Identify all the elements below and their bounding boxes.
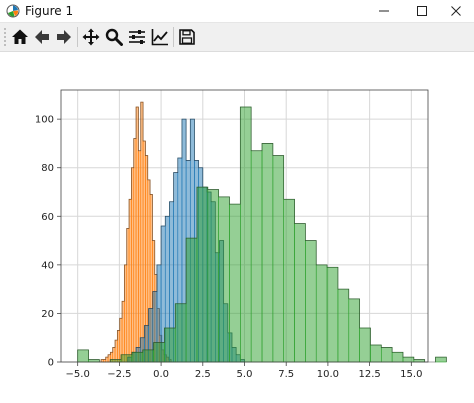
histogram-bar-series-3 — [272, 155, 285, 363]
x-tick-label: 2.5 — [195, 369, 211, 380]
histogram-bar-series-3 — [250, 150, 263, 363]
x-tick-label: −2.5 — [107, 369, 131, 380]
histogram-bar-series-3 — [359, 327, 371, 363]
x-tick-label: 7.5 — [278, 369, 294, 380]
pan-button[interactable] — [80, 25, 102, 49]
minimize-icon — [379, 10, 389, 12]
y-tick-label: 60 — [41, 212, 54, 223]
maximize-button[interactable] — [404, 0, 440, 22]
histogram-outline-series-3 — [77, 106, 447, 363]
search-icon — [105, 28, 123, 46]
line-chart-icon — [151, 29, 168, 46]
x-tick-label: 10.0 — [317, 369, 339, 380]
y-tick-label: 40 — [41, 260, 54, 271]
histogram-bar-series-3 — [229, 203, 241, 363]
y-tick-label: 20 — [41, 309, 54, 320]
close-icon — [451, 6, 461, 16]
navigation-toolbar — [0, 23, 474, 52]
y-tick-label: 80 — [41, 163, 54, 174]
histogram-bar-series-3 — [348, 298, 360, 363]
x-tick-label: 15.0 — [400, 369, 422, 380]
histogram-bar-series-3 — [153, 342, 165, 363]
histogram-bar-series-3 — [240, 106, 252, 363]
histogram-bar-series-3 — [174, 303, 187, 363]
histogram-bar-series-3 — [380, 347, 393, 363]
x-tick-label: −5.0 — [66, 369, 90, 380]
histogram-bar-series-3 — [131, 351, 144, 363]
y-tick-label: 100 — [35, 115, 54, 126]
histogram-bar-series-3 — [402, 356, 415, 363]
histogram-bar-series-3 — [120, 354, 133, 363]
histogram-bar-series-3 — [77, 349, 89, 363]
histogram-bar-series-3 — [185, 237, 198, 363]
histogram-bar-series-3 — [283, 198, 295, 363]
histogram-bar-series-3 — [435, 356, 447, 363]
toolbar-separator — [173, 27, 174, 47]
histogram-bar-series-3 — [164, 327, 176, 363]
title-bar: Figure 1 — [0, 0, 474, 23]
histogram-bar-series-3 — [207, 189, 219, 363]
save-button[interactable] — [176, 25, 198, 49]
minimize-button[interactable] — [366, 0, 402, 22]
matplotlib-icon — [6, 4, 20, 18]
sliders-icon — [129, 30, 145, 44]
histogram-bar-series-3 — [337, 288, 350, 363]
histogram-bar-series-3 — [196, 186, 209, 363]
arrow-left-icon — [35, 30, 49, 44]
x-tick-label: 5.0 — [237, 369, 253, 380]
window-title: Figure 1 — [25, 4, 74, 18]
edit-axis-button[interactable] — [149, 25, 171, 49]
histogram-bar-series-3 — [370, 344, 382, 363]
histogram-bar-series-3 — [218, 196, 230, 363]
floppy-disk-icon — [179, 29, 195, 45]
histogram-bar-series-3 — [326, 266, 339, 363]
histogram-bar-series-3 — [261, 143, 274, 363]
histogram-bar-series-1 — [138, 150, 142, 363]
figure-canvas[interactable]: −5.0 −2.5 0.0 2.5 5.0 7.5 10.0 12.5 15.0 0 20 40 60 8… — [0, 52, 474, 403]
back-button[interactable] — [31, 25, 53, 49]
configure-subplots-button[interactable] — [126, 25, 148, 49]
x-tick-label: 0.0 — [153, 369, 169, 380]
histogram-bar-series-1 — [133, 138, 137, 363]
histogram-chart: −5.0 −2.5 0.0 2.5 5.0 7.5 10.0 12.5 15.0 0 20 40 60 8… — [35, 89, 447, 380]
histogram-bar-series-3 — [142, 349, 154, 363]
close-button[interactable] — [438, 0, 474, 22]
forward-button[interactable] — [53, 25, 75, 49]
toolbar-grip[interactable] — [3, 26, 7, 48]
histogram-bar-series-3 — [305, 240, 317, 363]
y-tick-label: 0 — [48, 358, 54, 369]
home-icon — [12, 29, 28, 44]
toolbar-separator — [77, 27, 78, 47]
histogram-bar-series-3 — [294, 223, 306, 363]
move-icon — [82, 28, 100, 46]
histogram-bar-series-3 — [315, 264, 328, 363]
histogram-bar-series-3 — [391, 351, 404, 363]
maximize-icon — [417, 6, 427, 16]
x-tick-label: 12.5 — [358, 369, 380, 380]
arrow-right-icon — [57, 30, 71, 44]
home-button[interactable] — [9, 25, 31, 49]
zoom-button[interactable] — [103, 25, 125, 49]
